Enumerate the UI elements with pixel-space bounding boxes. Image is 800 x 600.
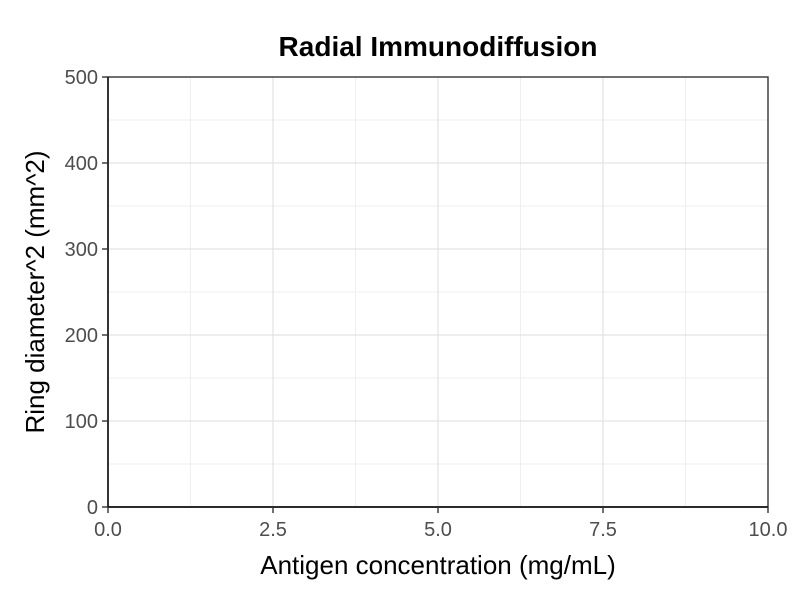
- x-tick-label: 7.5: [589, 519, 617, 541]
- x-axis-ticks: 0.0 2.5 5.0 7.5 10.0: [94, 507, 787, 541]
- y-tick-label: 300: [65, 239, 98, 261]
- chart-title: Radial Immunodiffusion: [279, 31, 598, 62]
- y-tick-label: 200: [65, 325, 98, 347]
- x-tick-label: 5.0: [424, 519, 452, 541]
- x-tick-label: 10.0: [749, 519, 788, 541]
- y-axis-title: Ring diameter^2 (mm^2): [20, 150, 50, 433]
- x-axis-title: Antigen concentration (mg/mL): [260, 550, 616, 580]
- y-tick-label: 500: [65, 67, 98, 89]
- x-tick-label: 2.5: [259, 519, 287, 541]
- y-tick-label: 0: [87, 497, 98, 519]
- y-tick-label: 400: [65, 153, 98, 175]
- y-axis-ticks: 0 100 200 300 400 500: [65, 67, 108, 519]
- y-tick-label: 100: [65, 411, 98, 433]
- x-tick-label: 0.0: [94, 519, 122, 541]
